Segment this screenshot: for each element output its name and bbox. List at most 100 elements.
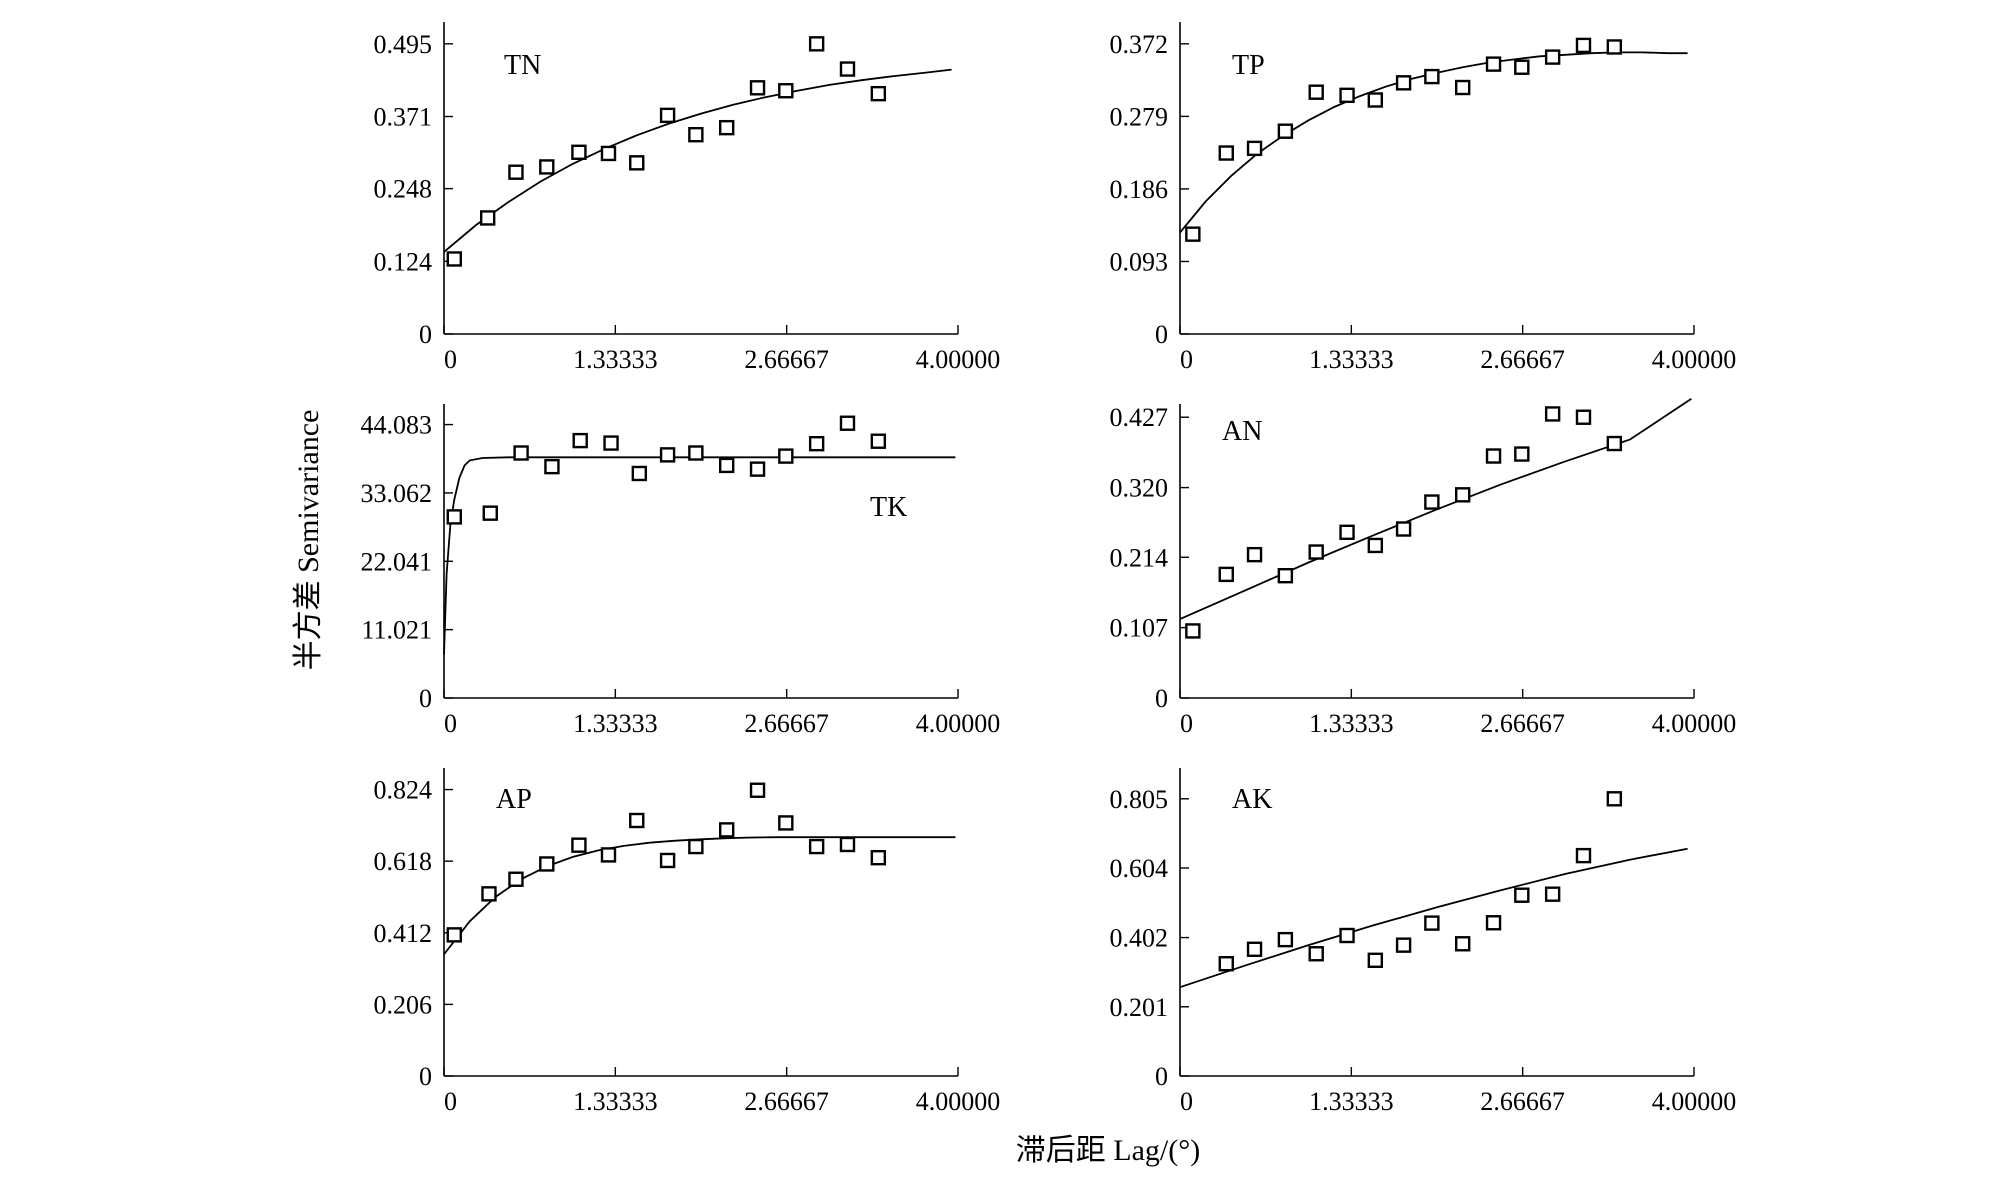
model-curve: [1179, 847, 1688, 989]
y-tick-label: 0.805: [1110, 785, 1169, 814]
y-tick-label: 0.824: [374, 776, 433, 805]
data-point: [1606, 435, 1623, 452]
x-tick-label: 4.00000: [916, 709, 1001, 738]
y-tick-label: 0.093: [1110, 247, 1169, 276]
data-point: [1218, 566, 1234, 583]
y-tick-label: 0.604: [1110, 854, 1169, 883]
panels: 0 0.124 0.248 0.371 0.495 0 1.33333 2.66667 4.00…: [361, 22, 1737, 1116]
y-tick-label: 0.201: [1110, 993, 1169, 1022]
data-point: [1339, 524, 1355, 540]
data-point: [539, 856, 555, 872]
y-tick-label: 0.427: [1110, 403, 1169, 432]
data-point: [1514, 59, 1530, 75]
data-point: [1277, 567, 1294, 584]
x-tick-label: 2.66667: [1480, 345, 1565, 374]
panel-label: TK: [870, 492, 907, 523]
data-point: [1606, 791, 1623, 807]
y-tick-label: 0: [1155, 320, 1168, 349]
data-point: [1367, 92, 1384, 108]
data-point: [600, 847, 617, 863]
data-point: [870, 849, 887, 866]
data-point: [778, 815, 794, 831]
x-tick-label: 4.00000: [916, 1087, 1001, 1116]
x-tick-label: 0: [444, 709, 457, 738]
data-point: [482, 505, 498, 521]
y-tick-label: 0.495: [374, 30, 433, 59]
data-point: [508, 871, 524, 887]
data-point: [1367, 952, 1384, 968]
data-point: [508, 164, 524, 180]
data-point: [1544, 49, 1561, 65]
data-point: [1367, 537, 1384, 554]
data-point: [839, 836, 856, 853]
x-tick-label: 2.66667: [744, 345, 829, 374]
data-point: [1424, 915, 1440, 931]
data-point: [749, 782, 766, 798]
data-point: [603, 435, 619, 451]
panel-tp: 0 0.093 0.186 0.279 0.372 0 1.33333 2.66667 4.00…: [1110, 22, 1736, 374]
y-tick-label: 0.107: [1110, 614, 1169, 643]
y-tick-label: 0: [419, 320, 432, 349]
data-point: [659, 107, 676, 124]
panel-tn: 0 0.124 0.248 0.371 0.495 0 1.33333 2.66667 4.00…: [374, 22, 1001, 374]
data-point: [446, 927, 462, 943]
data-point: [1544, 886, 1561, 902]
data-point: [778, 83, 794, 99]
x-tick-label: 0: [444, 1087, 457, 1116]
data-point: [571, 837, 587, 853]
y-tick-label: 0.206: [374, 990, 433, 1019]
data-point: [1575, 847, 1592, 864]
panel-ak: 0 0.201 0.402 0.604 0.805 0 1.33333 2.66667 4.00…: [1110, 768, 1737, 1116]
panel-label: AP: [496, 784, 532, 815]
y-tick-label: 0.320: [1110, 474, 1169, 503]
y-tick-label: 22.041: [361, 547, 433, 576]
data-point: [539, 159, 555, 175]
data-point: [1485, 915, 1502, 931]
x-tick-label: 1.33333: [1309, 1087, 1394, 1116]
data-point: [778, 448, 794, 464]
y-tick-label: 0.124: [374, 247, 433, 276]
y-tick-label: 0.214: [1110, 543, 1169, 572]
panel-tk: 0 11.021 22.041 33.062 44.083 0 1.33333 2.66667…: [361, 404, 1001, 738]
x-tick-label: 1.33333: [573, 1087, 658, 1116]
data-point: [1544, 406, 1561, 422]
data-point: [1277, 931, 1294, 948]
y-tick-label: 0.371: [374, 103, 433, 132]
data-point: [839, 61, 856, 77]
data-point: [631, 465, 648, 482]
y-tick-label: 11.021: [361, 616, 432, 645]
data-point: [1395, 937, 1412, 953]
y-tick-label: 0.372: [1110, 30, 1169, 59]
data-point: [600, 145, 617, 162]
x-tick-label: 0: [444, 345, 457, 374]
y-tick-label: 0.412: [374, 919, 433, 948]
data-point: [1606, 39, 1623, 55]
x-tick-label: 2.66667: [744, 1087, 829, 1116]
panel-an: 0 0.107 0.214 0.320 0.427 0 1.33333 2.66667 4.00…: [1110, 398, 1736, 738]
data-point: [572, 432, 588, 449]
data-point: [1424, 494, 1440, 510]
y-tick-label: 0: [419, 1062, 432, 1091]
data-point: [1218, 956, 1234, 972]
x-tick-label: 2.66667: [1480, 709, 1565, 738]
data-point: [1454, 487, 1471, 503]
data-point: [1308, 544, 1324, 560]
data-point: [479, 210, 496, 226]
x-tick-label: 0: [1180, 345, 1193, 374]
x-tick-label: 1.33333: [573, 709, 658, 738]
x-axis-title: 滞后距 Lag/(°): [1016, 1134, 1200, 1167]
data-point: [629, 155, 645, 171]
data-point: [544, 458, 560, 475]
y-tick-label: 0.186: [1110, 175, 1169, 204]
x-tick-label: 4.00000: [916, 345, 1001, 374]
data-point: [446, 509, 462, 525]
data-point: [749, 461, 766, 477]
data-point: [629, 812, 645, 829]
data-point: [1454, 79, 1471, 96]
x-tick-label: 2.66667: [744, 709, 829, 738]
x-tick-label: 4.00000: [1652, 1087, 1737, 1116]
data-point: [870, 85, 887, 102]
data-point: [1339, 87, 1355, 104]
panel-ap: 0 0.206 0.412 0.618 0.824 0 1.33333 2.66667 4.00…: [374, 768, 1001, 1116]
